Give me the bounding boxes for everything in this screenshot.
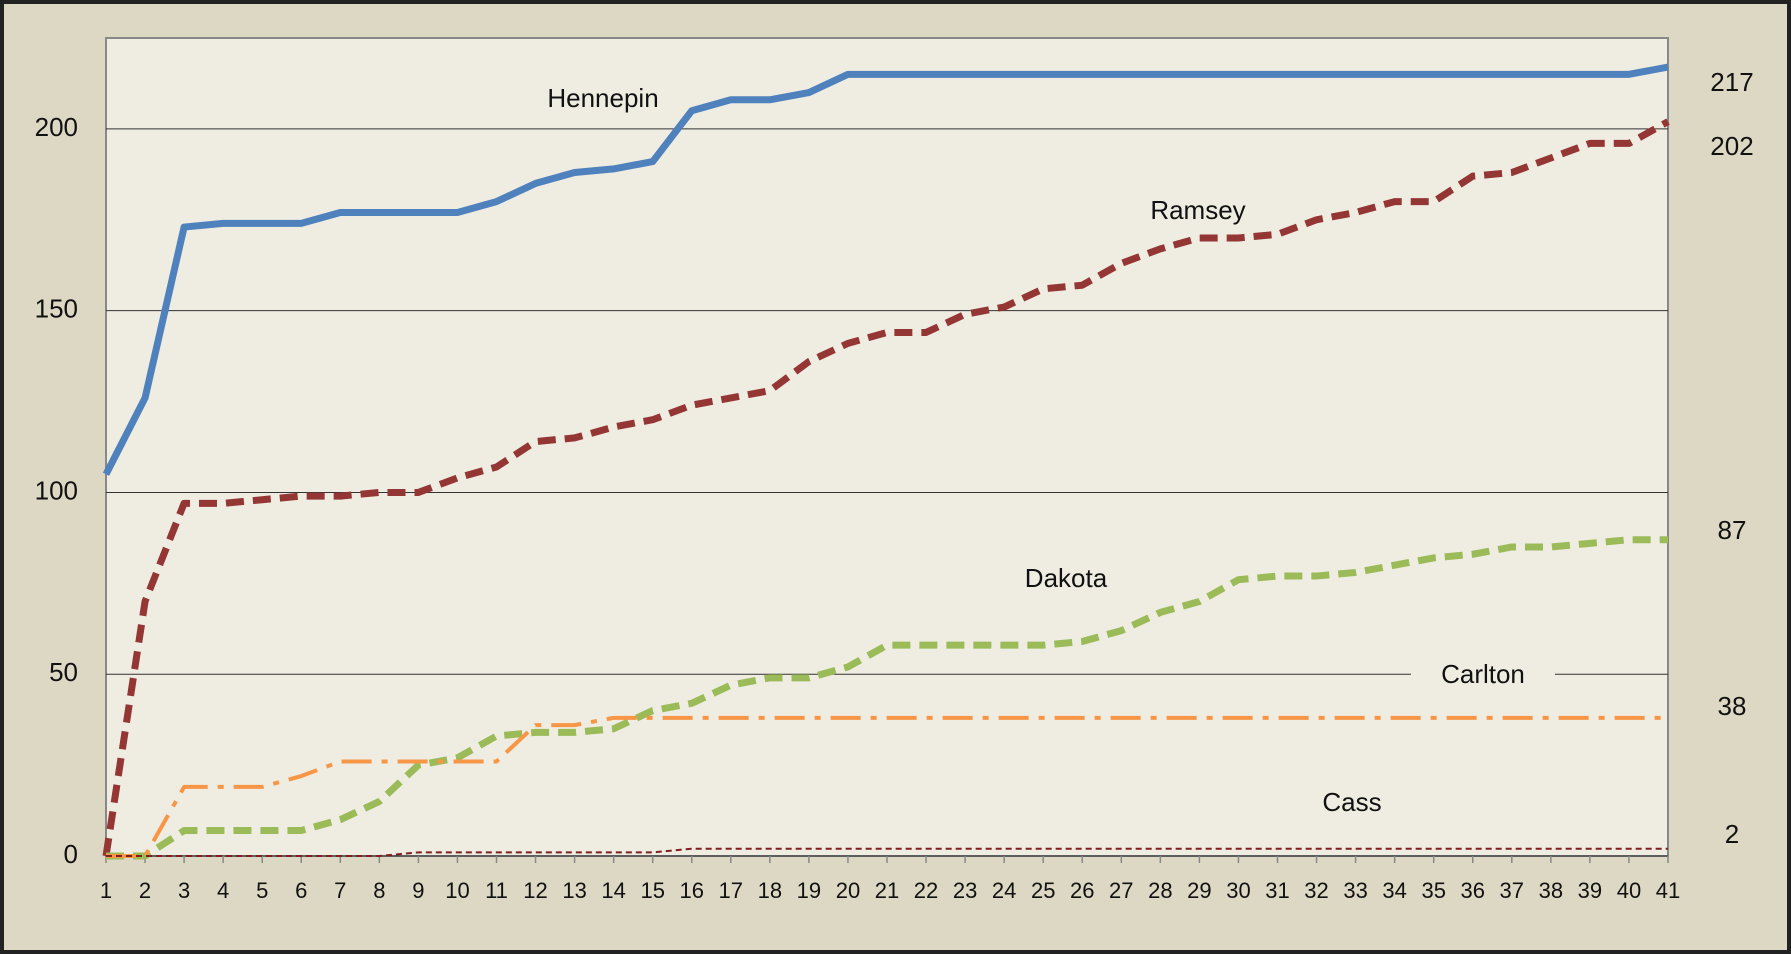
x-tick-label: 32	[1304, 878, 1328, 903]
x-tick-label: 29	[1187, 878, 1211, 903]
x-tick-label: 10	[445, 878, 469, 903]
x-tick-label: 9	[412, 878, 424, 903]
series-label: Cass	[1322, 787, 1381, 817]
series-line	[102, 118, 1670, 857]
series-label: Ramsey	[1150, 195, 1245, 225]
x-tick-label: 17	[719, 878, 743, 903]
y-tick-label: 150	[35, 294, 78, 324]
end-value-label: 2	[1725, 819, 1739, 849]
x-tick-label: 30	[1226, 878, 1250, 903]
series-label: Dakota	[1025, 563, 1108, 593]
x-tick-label: 31	[1265, 878, 1289, 903]
x-tick-label: 26	[1070, 878, 1094, 903]
x-tick-label: 25	[1031, 878, 1055, 903]
x-tick-label: 39	[1578, 878, 1602, 903]
x-tick-label: 33	[1343, 878, 1367, 903]
x-tick-label: 19	[797, 878, 821, 903]
y-tick-label: 200	[35, 112, 78, 142]
x-tick-label: 34	[1382, 878, 1406, 903]
y-tick-label: 0	[64, 839, 78, 869]
x-tick-label: 15	[640, 878, 664, 903]
x-tick-label: 12	[523, 878, 547, 903]
plot-area	[105, 37, 1669, 857]
x-tick-label: 40	[1617, 878, 1641, 903]
x-tick-label: 37	[1500, 878, 1524, 903]
x-tick-label: 23	[953, 878, 977, 903]
end-value-label: 38	[1718, 691, 1747, 721]
x-tick-label: 7	[334, 878, 346, 903]
x-tick-label: 22	[914, 878, 938, 903]
series-label: Carlton	[1441, 659, 1525, 689]
x-tick-label: 3	[178, 878, 190, 903]
x-tick-label: 8	[373, 878, 385, 903]
x-tick-label: 11	[485, 878, 508, 903]
x-tick-label: 41	[1656, 878, 1680, 903]
x-tick-label: 28	[1148, 878, 1172, 903]
label-background	[1411, 660, 1555, 692]
x-tick-label: 2	[139, 878, 151, 903]
x-tick-label: 36	[1461, 878, 1485, 903]
y-tick-label: 100	[35, 475, 78, 505]
x-tick-label: 5	[256, 878, 268, 903]
x-tick-label: 14	[601, 878, 625, 903]
x-tick-label: 35	[1421, 878, 1445, 903]
series-line	[106, 847, 1668, 857]
x-tick-label: 6	[295, 878, 307, 903]
x-tick-label: 16	[680, 878, 704, 903]
x-tick-label: 1	[100, 878, 112, 903]
series-line	[106, 536, 1668, 860]
x-tick-label: 38	[1539, 878, 1563, 903]
x-tick-label: 24	[992, 878, 1016, 903]
x-tick-label: 20	[836, 878, 860, 903]
x-tick-label: 27	[1109, 878, 1133, 903]
series-line	[106, 715, 1668, 858]
x-tick-label: 18	[758, 878, 782, 903]
end-value-label: 87	[1718, 515, 1747, 545]
x-tick-label: 21	[875, 878, 899, 903]
series-label: Hennepin	[547, 83, 658, 113]
end-value-label: 202	[1710, 131, 1753, 161]
y-tick-label: 50	[49, 657, 78, 687]
x-tick-label: 4	[217, 878, 229, 903]
end-value-label: 217	[1710, 67, 1753, 97]
series-line	[102, 63, 1669, 476]
x-tick-label: 13	[562, 878, 586, 903]
